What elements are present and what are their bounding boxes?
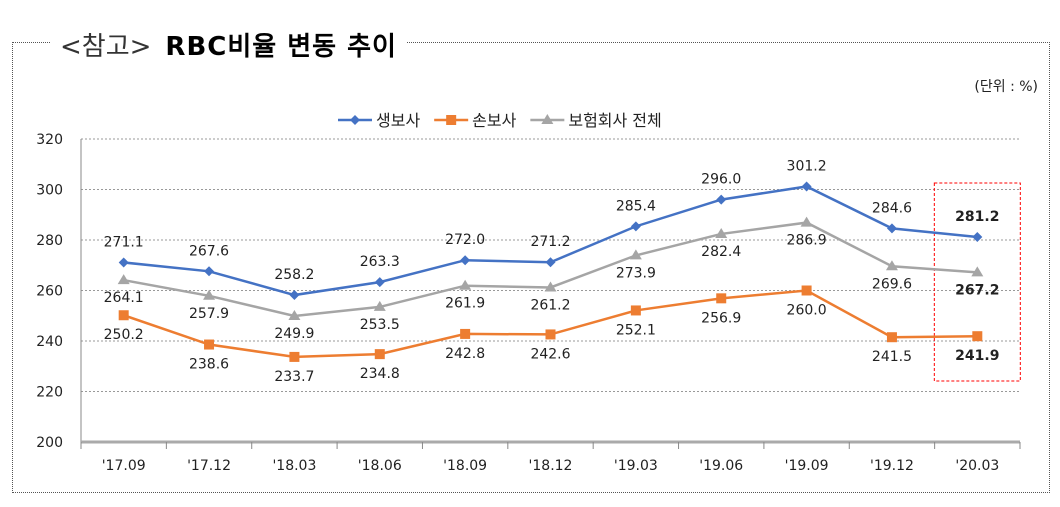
data-label: 267.2 [955,282,999,298]
legend-label: 손보사 [472,111,516,130]
triangle-marker [117,274,130,285]
square-marker [716,293,727,304]
page-title: <참고> RBC비율 변동 추이 [50,26,407,63]
data-label: 253.5 [360,317,400,333]
x-tick-label: '19.12 [870,458,914,474]
x-tick-label: '20.03 [955,458,999,474]
diamond-marker [374,277,385,288]
x-tick-label: '17.09 [102,458,146,474]
data-label: 238.6 [189,357,229,373]
data-label: 234.8 [360,366,400,382]
data-label: 257.9 [189,306,229,322]
y-tick-label: 200 [36,435,63,451]
data-label: 258.2 [274,267,314,283]
data-label: 256.9 [701,310,741,326]
data-label: 249.9 [274,326,314,342]
square-marker [204,339,215,350]
data-label: 301.2 [787,158,827,174]
triangle-marker [971,266,984,277]
triangle-marker [459,279,472,290]
square-marker [972,331,983,342]
data-label: 260.0 [787,303,827,319]
data-label: 284.6 [872,200,912,216]
data-label: 273.9 [616,265,656,281]
diamond-marker [630,221,641,232]
y-tick-label: 260 [36,284,63,300]
square-marker [289,351,300,362]
x-tick-label: '17.12 [187,458,231,474]
triangle-marker [800,216,813,227]
square-marker [460,328,471,339]
data-label: 269.6 [872,276,912,292]
data-label: 296.0 [701,172,741,188]
x-tick-label: '19.06 [699,458,743,474]
triangle-marker [288,310,301,321]
x-tick-label: '19.03 [614,458,658,474]
data-label: 281.2 [955,209,999,225]
triangle-marker [544,281,557,292]
diamond-marker [886,223,897,234]
y-tick-label: 280 [36,233,63,249]
triangle-marker [885,260,898,271]
triangle-marker [629,249,642,260]
data-label: 267.6 [189,243,229,259]
diamond-marker [716,194,727,205]
square-marker [374,349,385,360]
diamond-marker [350,115,360,125]
y-tick-label: 300 [36,183,63,199]
legend-label: 생보사 [376,111,420,130]
y-tick-label: 320 [36,132,63,148]
legend-label: 보험회사 전체 [568,111,661,130]
square-marker [630,305,641,316]
data-label: 264.1 [104,290,144,306]
unit-label: (단위 : %) [974,79,1038,95]
data-label: 241.9 [955,348,999,364]
data-label: 282.4 [701,244,741,260]
x-tick-label: '19.09 [785,458,829,474]
title-main: RBC비율 변동 추이 [165,32,397,62]
diamond-marker [545,257,556,268]
data-label: 285.4 [616,198,656,214]
square-marker [886,332,897,343]
data-label: 242.6 [530,346,570,362]
data-label: 233.7 [274,369,314,385]
triangle-marker [715,227,728,238]
y-tick-label: 240 [36,334,63,350]
highlight-box [933,182,1021,382]
x-tick-label: '18.03 [272,458,316,474]
x-tick-label: '18.06 [358,458,402,474]
data-label: 271.2 [530,234,570,250]
data-label: 263.3 [360,254,400,270]
x-tick-label: '18.09 [443,458,487,474]
triangle-marker [203,289,216,300]
diamond-marker [118,257,129,268]
triangle-marker [541,114,554,124]
diamond-marker [289,290,300,301]
data-label: 250.2 [104,327,144,343]
square-marker [801,285,812,296]
data-label: 241.5 [872,349,912,365]
data-label: 261.9 [445,296,485,312]
diamond-marker [972,231,983,242]
diamond-marker [801,181,812,192]
square-marker [446,115,457,125]
data-label: 261.2 [530,297,570,313]
y-tick-label: 220 [36,385,63,401]
title-prefix: <참고> [60,32,152,62]
chart-frame [12,42,1050,493]
data-label: 286.9 [787,233,827,249]
triangle-marker [373,300,386,311]
square-marker [118,310,129,321]
data-label: 252.1 [616,322,656,338]
data-label: 271.1 [104,234,144,250]
data-label: 272.0 [445,232,485,248]
diamond-marker [460,255,471,266]
diamond-marker [204,266,215,277]
data-label: 242.8 [445,346,485,362]
x-tick-label: '18.12 [529,458,573,474]
square-marker [545,329,556,340]
